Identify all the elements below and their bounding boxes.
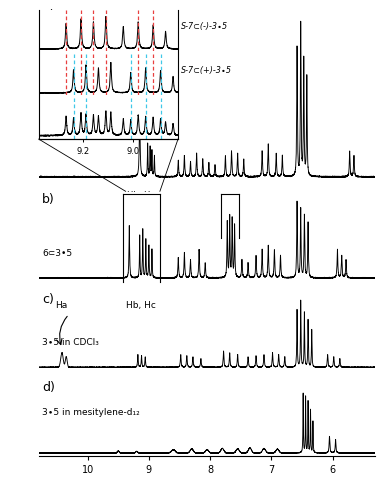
- Text: 3∙5 in mesitylene-d₁₂: 3∙5 in mesitylene-d₁₂: [42, 408, 140, 417]
- Text: $S$-7⊂$rac$-3•5: $S$-7⊂$rac$-3•5: [42, 131, 100, 142]
- Text: a): a): [42, 9, 55, 22]
- Text: 6⊂3•5: 6⊂3•5: [42, 249, 72, 258]
- Text: Hb, Hc: Hb, Hc: [126, 301, 156, 309]
- Text: Ha: Ha: [56, 301, 68, 309]
- Text: S-7⊂(-)-3∙5: S-7⊂(-)-3∙5: [181, 22, 228, 31]
- Text: d): d): [42, 381, 55, 394]
- Text: 3∙5 in CDCl₃: 3∙5 in CDCl₃: [42, 338, 99, 346]
- Text: S-7⊂(+)-3∙5: S-7⊂(+)-3∙5: [181, 66, 232, 75]
- Text: c): c): [42, 293, 54, 306]
- Text: Hb, Hc: Hb, Hc: [127, 191, 156, 200]
- Text: b): b): [42, 193, 55, 206]
